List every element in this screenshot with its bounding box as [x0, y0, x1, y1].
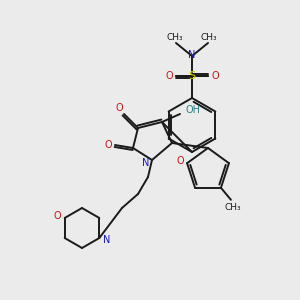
Text: N: N — [103, 235, 110, 245]
Text: O: O — [211, 71, 219, 81]
Text: O: O — [104, 140, 112, 150]
Text: N: N — [142, 158, 150, 168]
Text: OH: OH — [185, 105, 200, 115]
Text: CH₃: CH₃ — [225, 203, 241, 212]
Text: S: S — [188, 71, 196, 81]
Text: O: O — [165, 71, 173, 81]
Text: N: N — [188, 50, 196, 60]
Text: O: O — [54, 211, 62, 221]
Text: O: O — [176, 156, 184, 166]
Text: CH₃: CH₃ — [167, 34, 183, 43]
Text: CH₃: CH₃ — [201, 34, 217, 43]
Text: O: O — [115, 103, 123, 113]
